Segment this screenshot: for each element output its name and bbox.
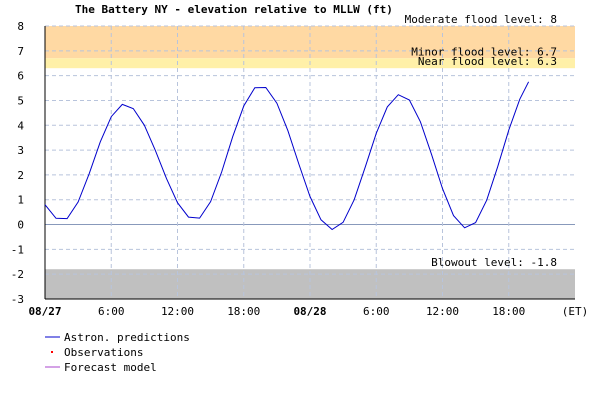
series-line <box>44 81 530 231</box>
y-tick-label: 1 <box>17 194 24 207</box>
threshold-value: -1.8 <box>531 256 558 269</box>
threshold-label: Near flood level: 6.3 <box>418 55 557 68</box>
threshold-label: Minor flood level: 6.7 <box>411 45 557 58</box>
threshold-name: Moderate flood level: <box>405 13 544 26</box>
legend-label: Observations <box>64 346 143 359</box>
chart-title: The Battery NY - elevation relative to M… <box>75 3 393 16</box>
x-tick-label: 18:00 <box>492 305 525 318</box>
legend-label: Astron. predictions <box>64 331 190 344</box>
x-tick-label: 08/27 <box>28 305 61 318</box>
threshold-name: Near flood level: <box>418 55 531 68</box>
x-tick-label: 12:00 <box>161 305 194 318</box>
y-tick-label: -3 <box>11 293 24 306</box>
legend-label: Forecast model <box>64 361 157 374</box>
x-tick-label: 6:00 <box>363 305 390 318</box>
y-tick-label: 0 <box>17 219 24 232</box>
y-tick-label: -2 <box>11 268 24 281</box>
y-tick-label: 7 <box>17 45 24 58</box>
x-tick-label: 12:00 <box>426 305 459 318</box>
threshold-name: Minor flood level: <box>411 45 530 58</box>
x-tick-label: 08/28 <box>293 305 326 318</box>
threshold-value: 6.7 <box>537 45 557 58</box>
x-tick-label: 18:00 <box>227 305 260 318</box>
threshold-name: Blowout level: <box>431 256 524 269</box>
x-tick-label: 6:00 <box>98 305 125 318</box>
y-tick-label: 2 <box>17 169 24 182</box>
y-tick-label: 6 <box>17 70 24 83</box>
x-tick-label: (ET) <box>562 305 589 318</box>
y-tick-label: 3 <box>17 144 24 157</box>
y-tick-label: 4 <box>17 119 24 132</box>
legend-marker <box>51 351 53 353</box>
y-tick-label: 8 <box>17 20 24 33</box>
threshold-label: Moderate flood level: 8 <box>405 13 557 26</box>
y-tick-label: 5 <box>17 94 24 107</box>
threshold-value: 6.3 <box>537 55 557 68</box>
y-tick-label: -1 <box>11 243 24 256</box>
threshold-value: 8 <box>550 13 557 26</box>
threshold-label: Blowout level: -1.8 <box>431 256 557 269</box>
